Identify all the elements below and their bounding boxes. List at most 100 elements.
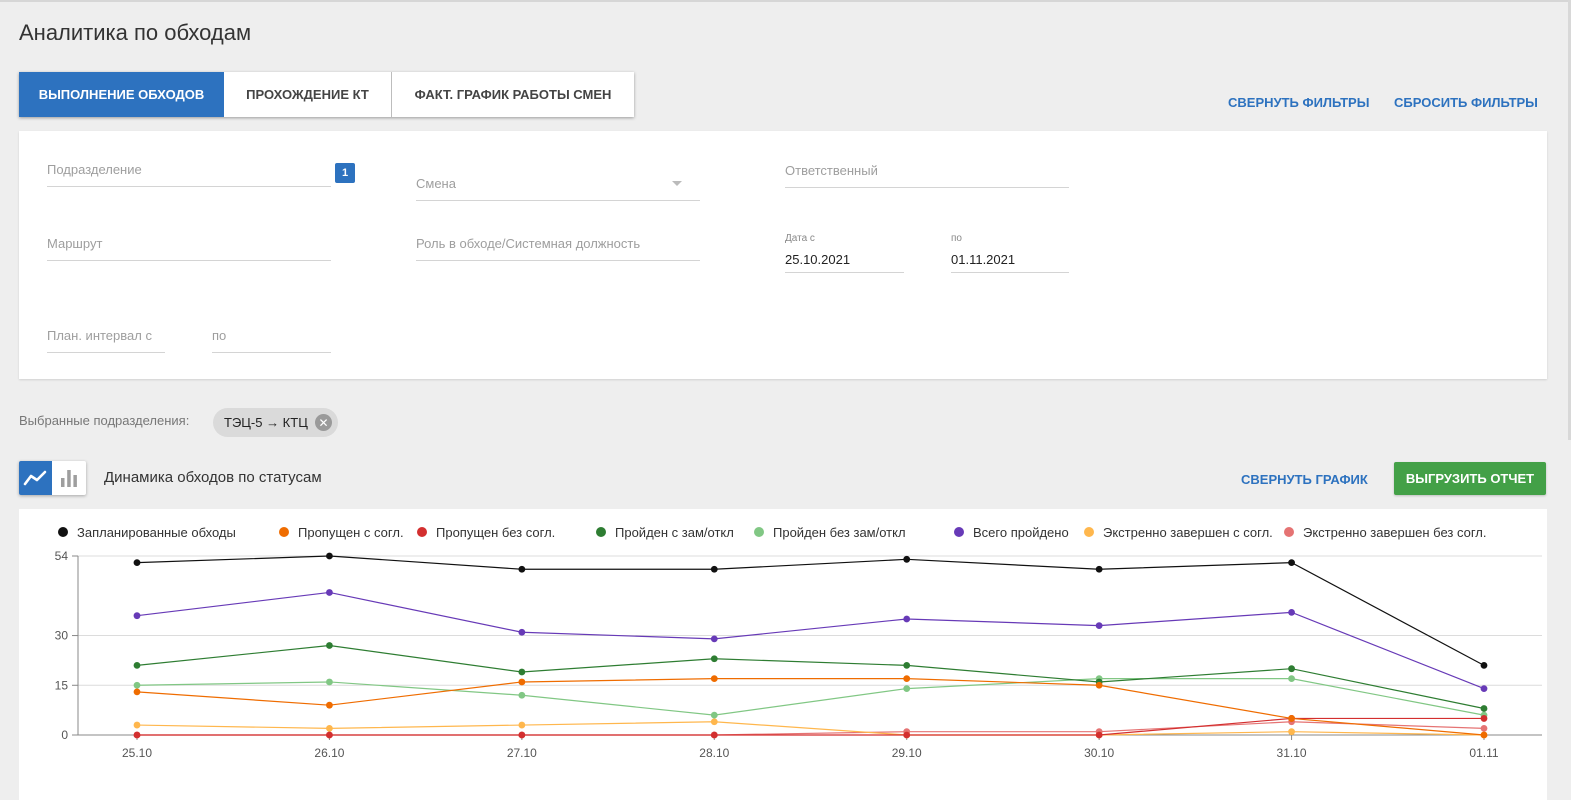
bar-chart-icon xyxy=(60,470,77,487)
data-point xyxy=(1480,661,1488,669)
data-point xyxy=(710,675,718,683)
chevron-down-icon xyxy=(672,181,682,186)
legend-marker xyxy=(1084,527,1094,537)
legend-marker xyxy=(954,527,964,537)
data-point xyxy=(903,661,911,669)
collapse-chart-button[interactable]: Свернуть график xyxy=(1241,472,1368,487)
y-tick-label: 30 xyxy=(55,629,69,643)
data-point xyxy=(710,711,718,719)
data-point xyxy=(518,565,526,573)
data-point xyxy=(1288,559,1295,567)
data-point xyxy=(1480,715,1488,722)
y-tick-label: 15 xyxy=(55,678,69,692)
series-line xyxy=(136,644,1485,710)
legend-marker xyxy=(754,527,764,537)
data-point xyxy=(326,552,333,560)
top-divider xyxy=(0,0,1571,2)
plan-interval-from-field[interactable]: План. интервал с xyxy=(47,321,165,353)
legend-label: Экстренно завершен с согл. xyxy=(1103,525,1273,540)
legend-marker xyxy=(417,527,427,537)
line-chart-button[interactable] xyxy=(19,461,52,495)
tab-shift-schedule[interactable]: Факт. график работы смен xyxy=(392,72,634,117)
data-point xyxy=(133,731,141,739)
legend-label: Пропущен без согл. xyxy=(436,525,555,540)
data-point xyxy=(133,681,141,689)
data-point xyxy=(1095,731,1103,739)
chart-title: Динамика обходов по статусам xyxy=(104,469,322,486)
subdivision-count-badge: 1 xyxy=(335,163,355,183)
series-line xyxy=(136,678,1485,736)
date-to-label: по xyxy=(951,233,962,244)
route-placeholder: Маршрут xyxy=(47,236,103,251)
data-point xyxy=(903,615,911,623)
legend-label: Запланированные обходы xyxy=(77,525,236,540)
scrollbar[interactable] xyxy=(1568,0,1571,440)
legend-label: Пройден без зам/откл xyxy=(773,525,906,540)
data-point xyxy=(133,612,141,620)
data-point xyxy=(710,635,718,643)
data-point xyxy=(710,655,718,663)
collapse-filters-button[interactable]: Свернуть фильтры xyxy=(1228,95,1370,110)
reset-filters-button[interactable]: Сбросить фильтры xyxy=(1394,95,1538,110)
tab-bar: Выполнение обходов Прохождение КТ Факт. … xyxy=(19,72,634,117)
close-icon[interactable]: ✕ xyxy=(315,414,332,431)
data-point xyxy=(1480,731,1488,739)
date-from-field[interactable]: Дата с 25.10.2021 xyxy=(785,233,904,273)
data-point xyxy=(903,675,911,683)
responsible-field[interactable]: Ответственный xyxy=(785,156,1069,188)
legend-label: Пройден с зам/откл xyxy=(615,525,734,540)
series-line xyxy=(136,555,1485,666)
data-point xyxy=(133,688,141,696)
data-point xyxy=(518,691,526,699)
page-title: Аналитика по обходам xyxy=(19,20,252,45)
series-line xyxy=(137,717,1484,736)
data-point xyxy=(903,731,911,739)
x-tick-label: 28.10 xyxy=(699,746,729,760)
y-tick-label: 54 xyxy=(55,549,69,563)
data-point xyxy=(1095,622,1103,630)
date-from-value: 25.10.2021 xyxy=(785,252,851,267)
data-point xyxy=(710,731,718,739)
x-tick-label: 01.11 xyxy=(1469,746,1498,760)
chart-panel: Запланированные обходы Пропущен с согл. Пр… xyxy=(19,509,1547,800)
data-point xyxy=(1288,728,1295,736)
shift-select[interactable]: Смена xyxy=(416,169,700,201)
subdivision-placeholder: Подразделение xyxy=(47,162,142,177)
data-point xyxy=(326,731,333,739)
data-point xyxy=(326,589,333,596)
export-report-button[interactable]: Выгрузить отчет xyxy=(1394,462,1546,495)
data-point xyxy=(1095,681,1103,689)
data-point xyxy=(1095,565,1103,573)
data-point xyxy=(1480,705,1488,712)
subdivision-field[interactable]: Подразделение xyxy=(47,155,331,187)
series-line xyxy=(136,678,1485,716)
selected-subdivisions-label: Выбранные подразделения: xyxy=(19,413,190,428)
status-line-chart: Запланированные обходы Пропущен с согл. Пр… xyxy=(55,525,1542,760)
data-point xyxy=(133,559,141,567)
legend-marker xyxy=(596,527,606,537)
data-point xyxy=(326,642,333,649)
x-tick-label: 29.10 xyxy=(892,746,922,760)
date-to-value: 01.11.2021 xyxy=(951,252,1016,267)
data-point xyxy=(710,565,718,573)
role-field[interactable]: Роль в обходе/Системная должность xyxy=(416,229,700,261)
responsible-placeholder: Ответственный xyxy=(785,163,878,178)
legend-marker xyxy=(279,527,289,537)
data-point xyxy=(518,668,526,676)
plan-interval-to-placeholder: по xyxy=(212,328,227,343)
date-to-field[interactable]: по 01.11.2021 xyxy=(951,233,1069,273)
plan-interval-to-field[interactable]: по xyxy=(212,321,331,353)
data-point xyxy=(326,701,333,709)
data-point xyxy=(1480,685,1488,692)
tab-rounds-execution[interactable]: Выполнение обходов xyxy=(19,72,224,117)
data-point xyxy=(326,724,333,732)
route-field[interactable]: Маршрут xyxy=(47,229,331,261)
bar-chart-button[interactable] xyxy=(52,461,85,495)
data-point xyxy=(1288,608,1295,616)
subdivision-chip: ТЭЦ-5 → КТЦ ✕ xyxy=(213,408,338,437)
shift-placeholder: Смена xyxy=(416,176,456,191)
legend-marker xyxy=(1284,527,1294,537)
tab-checkpoints[interactable]: Прохождение КТ xyxy=(224,72,392,117)
x-tick-label: 27.10 xyxy=(507,746,537,760)
data-point xyxy=(1288,715,1295,722)
